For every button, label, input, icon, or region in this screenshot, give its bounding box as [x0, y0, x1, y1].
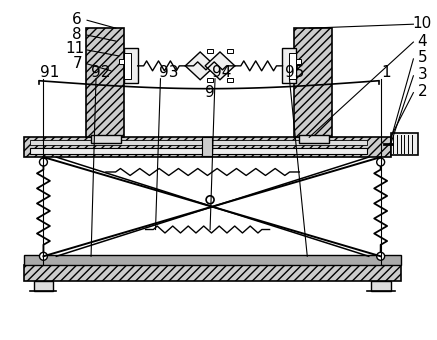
Bar — [86, 28, 124, 137]
Bar — [391, 133, 418, 155]
Bar — [24, 137, 391, 157]
Text: 8: 8 — [73, 27, 82, 41]
Bar — [289, 53, 296, 79]
Text: 3: 3 — [417, 67, 427, 82]
Bar — [207, 49, 213, 53]
Bar — [202, 137, 212, 156]
Text: 91: 91 — [40, 65, 59, 80]
Bar — [24, 265, 400, 281]
Text: 93: 93 — [159, 65, 178, 80]
Bar — [30, 140, 367, 145]
Text: 6: 6 — [72, 12, 82, 27]
Bar — [30, 148, 367, 154]
Bar — [124, 48, 138, 83]
Bar — [295, 28, 332, 137]
Text: 2: 2 — [417, 84, 427, 99]
Bar — [371, 281, 391, 291]
Bar — [207, 78, 213, 82]
Text: 5: 5 — [417, 50, 427, 65]
Text: 92: 92 — [91, 65, 111, 80]
Text: 1: 1 — [382, 65, 392, 80]
Bar — [227, 49, 233, 53]
Text: 10: 10 — [413, 16, 432, 31]
Text: 11: 11 — [66, 41, 85, 56]
Circle shape — [39, 252, 47, 260]
Circle shape — [377, 158, 385, 166]
Bar — [299, 135, 329, 143]
Bar — [227, 78, 233, 82]
Text: 94: 94 — [212, 65, 232, 80]
Circle shape — [377, 252, 385, 260]
Bar — [282, 48, 296, 83]
Text: 95: 95 — [284, 65, 304, 80]
Circle shape — [39, 158, 47, 166]
Bar — [119, 59, 124, 64]
Circle shape — [206, 196, 214, 204]
Text: 9: 9 — [205, 85, 215, 100]
Polygon shape — [185, 52, 215, 80]
Bar — [296, 59, 302, 64]
Polygon shape — [205, 52, 235, 80]
Bar — [34, 281, 53, 291]
Bar — [24, 255, 400, 265]
Text: 4: 4 — [417, 34, 427, 49]
Bar — [124, 53, 131, 79]
Bar — [91, 135, 121, 143]
Text: 7: 7 — [73, 56, 82, 71]
